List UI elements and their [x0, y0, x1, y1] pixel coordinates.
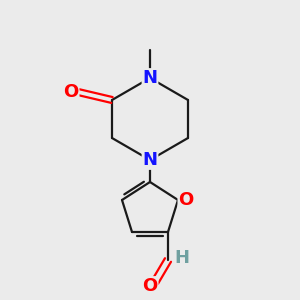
Text: O: O — [63, 83, 79, 101]
Text: H: H — [175, 249, 190, 267]
Text: N: N — [142, 69, 158, 87]
Text: O: O — [178, 191, 194, 209]
Text: O: O — [142, 277, 158, 295]
Text: N: N — [142, 151, 158, 169]
